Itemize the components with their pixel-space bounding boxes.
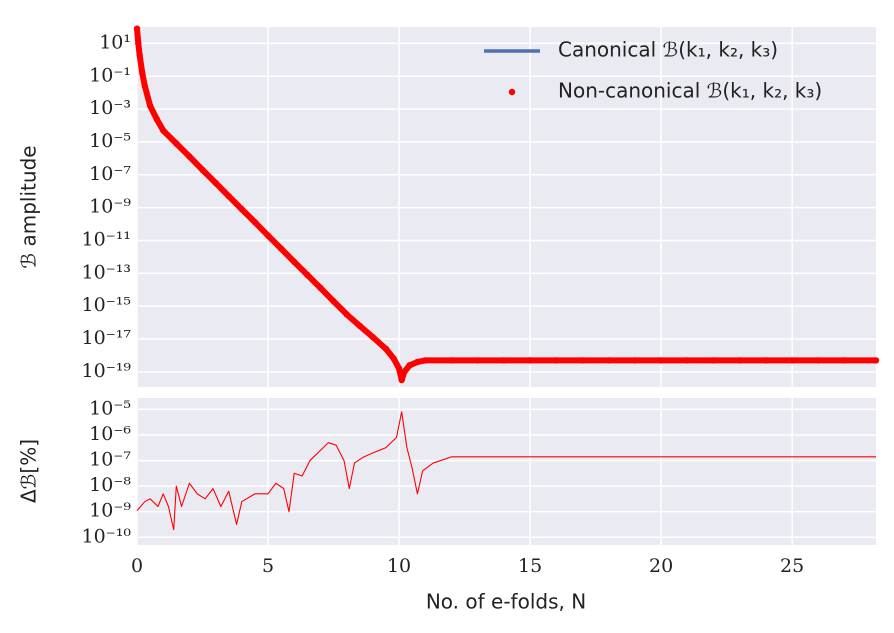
x-tick-label: 5	[262, 555, 274, 577]
y-tick-label: 10⁻¹¹	[82, 228, 131, 250]
y-tick-label: 10⁻⁸	[89, 474, 131, 496]
x-tick-label: 25	[780, 555, 804, 577]
y-tick-label: 10⁻⁷	[89, 163, 131, 185]
legend-label: Non-canonical ℬ(k₁, k₂, k₃)	[558, 79, 822, 103]
x-tick-label: 10	[387, 555, 411, 577]
y-axis-label: ℬ amplitude	[17, 145, 41, 268]
bottom-plot-area	[137, 398, 876, 545]
legend-marker	[508, 88, 516, 96]
y-tick-label: 10⁻¹³	[82, 261, 131, 283]
data-trail	[134, 25, 879, 383]
x-tick-label: 0	[131, 555, 143, 577]
y-tick-label: 10⁻¹	[89, 64, 131, 86]
y-tick-label: 10⁻⁹	[89, 500, 131, 522]
y-tick-label: 10⁻¹⁹	[82, 360, 132, 382]
y-tick-label: 10⁻⁶	[89, 423, 131, 445]
y-tick-label: 10⁻¹⁷	[82, 327, 132, 349]
y-tick-label: 10¹	[99, 31, 131, 53]
y-tick-label: 10⁻⁵	[89, 130, 131, 152]
legend-label: Canonical ℬ(k₁, k₂, k₃)	[558, 38, 778, 62]
y-tick-label: 10⁻³	[89, 97, 131, 119]
x-axis-label: No. of e-folds, N	[426, 590, 586, 614]
y-tick-label: 10⁻⁹	[89, 196, 131, 218]
x-tick-label: 20	[649, 555, 673, 577]
y-axis-label: Δℬ[%]	[17, 439, 41, 503]
y-tick-label: 10⁻⁵	[89, 397, 131, 419]
y-tick-label: 10⁻⁷	[89, 449, 131, 471]
y-tick-label: 10⁻¹⁵	[82, 294, 131, 316]
x-tick-label: 15	[518, 555, 542, 577]
y-tick-label: 10⁻¹⁰	[82, 525, 132, 547]
data-line	[136, 411, 876, 531]
